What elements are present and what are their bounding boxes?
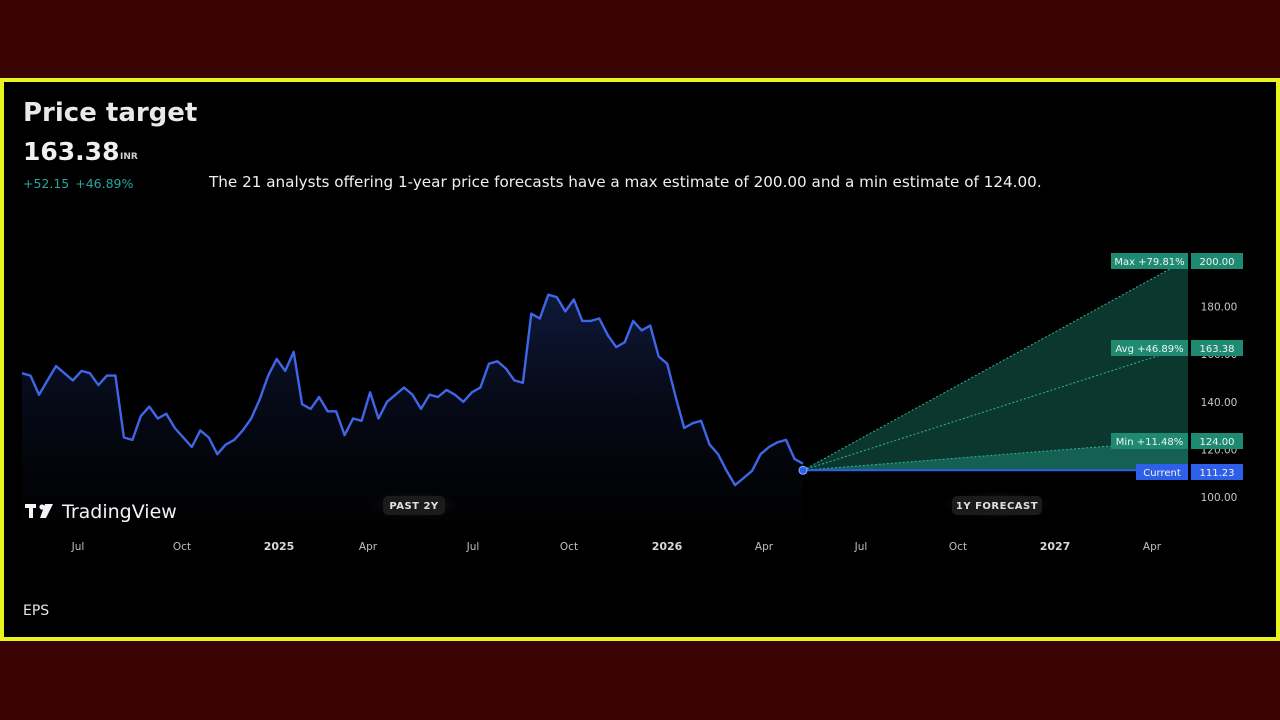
badge-value-bg — [1191, 340, 1243, 356]
price-history-line — [21, 293, 804, 487]
forecast-badge: Current 111.23 — [1136, 464, 1243, 480]
price-change: +52.15 +46.89% — [23, 176, 134, 191]
badge-value: 200.00 — [1200, 257, 1235, 268]
badge-label: Current — [1143, 468, 1181, 479]
forecast-max-line — [802, 258, 1189, 471]
x-tick-label: Oct — [949, 541, 967, 553]
x-tick-label: 2027 — [1040, 540, 1071, 553]
badge-label: Min +11.48% — [1116, 437, 1183, 448]
x-tick-label: Jul — [854, 541, 868, 553]
x-tick-label: Oct — [173, 541, 191, 553]
y-tick-label: 180.00 — [1201, 302, 1238, 314]
x-tick-label: 2025 — [264, 540, 295, 553]
badge-label: Max +79.81% — [1114, 257, 1184, 268]
x-axis: Jul Oct 2025 Apr Jul Oct 2026 Apr Jul Oct 2027 Apr — [71, 540, 1162, 553]
tradingview-logo-text: TradingView — [61, 501, 177, 523]
past-2y-label: PAST 2Y — [364, 489, 464, 521]
currency-label: INR — [120, 152, 138, 162]
x-tick-label: Jul — [466, 541, 480, 553]
past-2y-text: PAST 2Y — [389, 501, 439, 512]
tradingview-logo-icon — [25, 504, 53, 518]
page-title: Price target — [23, 98, 198, 128]
badge-label-bg — [1111, 340, 1188, 356]
price-target-value: 163.38 — [23, 137, 120, 166]
x-tick-label: Apr — [755, 541, 774, 553]
forecast-badges: Max +79.81% 200.00 Avg +46.89% 163.38 Min +1… — [1111, 253, 1243, 480]
forecast-description: The 21 analysts offering 1-year price fo… — [209, 173, 1042, 191]
x-tick-label: Apr — [359, 541, 378, 553]
current-price-dot — [798, 465, 808, 475]
forecast-area — [802, 258, 1189, 472]
history-area-fill — [22, 294, 803, 520]
badge-value: 163.38 — [1200, 344, 1235, 355]
x-tick-label: Oct — [560, 541, 578, 553]
badge-value: 111.23 — [1200, 468, 1235, 479]
badge-label: Avg +46.89% — [1115, 344, 1183, 355]
badge-label-bg — [1111, 433, 1188, 449]
x-tick-label: Jul — [71, 541, 85, 553]
badge-label-bg — [1111, 253, 1188, 269]
tradingview-logo[interactable]: TradingView — [25, 501, 177, 523]
y-tick-label: 100.00 — [1201, 492, 1238, 504]
forecast-badge: Avg +46.89% 163.38 — [1111, 340, 1243, 356]
forecast-badge: Min +11.48% 124.00 — [1111, 433, 1243, 449]
forecast-avg-line — [802, 345, 1189, 471]
x-tick-label: Apr — [1143, 541, 1162, 553]
y-tick-label: 140.00 — [1201, 397, 1238, 409]
eps-tab[interactable]: EPS — [23, 603, 50, 619]
forecast-1y-text: 1Y FORECAST — [956, 501, 1038, 512]
forecast-1y-label: 1Y FORECAST — [935, 489, 1059, 521]
badge-value-bg — [1191, 253, 1243, 269]
badge-value-bg — [1191, 433, 1243, 449]
badge-value-bg — [1191, 464, 1243, 480]
badge-label-bg — [1136, 464, 1188, 480]
history-area — [21, 293, 808, 520]
forecast-badge: Max +79.81% 200.00 — [1111, 253, 1243, 269]
x-tick-label: 2026 — [652, 540, 683, 553]
badge-value: 124.00 — [1200, 437, 1235, 448]
